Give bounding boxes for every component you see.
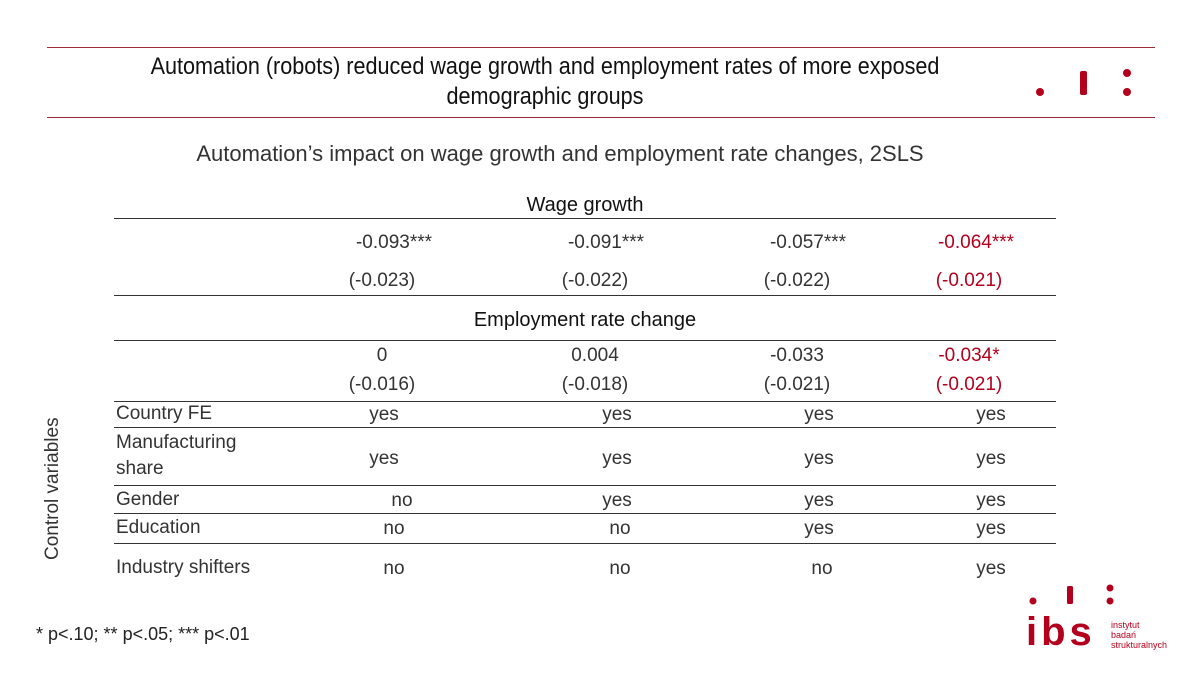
gender-val-4: yes xyxy=(976,490,1006,511)
emp-coef-3: -0.033 xyxy=(770,345,824,366)
industry-val-3: no xyxy=(811,558,833,579)
wage-se-4: (-0.021) xyxy=(935,270,1003,291)
rule-gender xyxy=(114,513,1056,514)
row-label-manufacturing-share: Manufacturing share xyxy=(116,430,236,482)
emp-coef-4: -0.034* xyxy=(938,345,1000,366)
country-fe-val-4: yes xyxy=(976,404,1006,425)
wage-coef-2: -0.091*** xyxy=(567,232,645,253)
education-val-2: no xyxy=(609,518,631,539)
employment-heading: Employment rate change xyxy=(473,309,697,331)
ibs-mark-icon xyxy=(1036,69,1131,96)
education-val-1: no xyxy=(383,518,405,539)
table-subtitle: Automation’s impact on wage growth and e… xyxy=(196,141,924,166)
rule-wage-bottom xyxy=(114,295,1056,296)
wage-se-2: (-0.022) xyxy=(561,270,629,291)
country-fe-val-2: yes xyxy=(602,404,632,425)
wage-coef-4: -0.064*** xyxy=(937,232,1015,253)
control-variables-label: Control variables xyxy=(42,417,63,560)
row-label-manufacturing-line1: Manufacturing xyxy=(116,432,237,453)
emp-se-4: (-0.021) xyxy=(935,374,1003,395)
rule-employment-bottom xyxy=(114,401,1056,402)
country-fe-val-1: yes xyxy=(369,404,399,425)
emp-se-3: (-0.021) xyxy=(763,374,831,395)
gender-val-3: yes xyxy=(804,490,834,511)
manufacturing-val-1: yes xyxy=(369,448,399,469)
manufacturing-val-2: yes xyxy=(602,448,632,469)
ibs-logo-text: instytut badań strukturalnych xyxy=(1111,620,1167,650)
ibs-logo-text-line2: badań xyxy=(1111,630,1137,640)
row-label-country-fe: Country FE xyxy=(116,403,213,424)
wage-se-1: (-0.023) xyxy=(348,270,416,291)
wage-se-3: (-0.022) xyxy=(763,270,831,291)
row-label-gender: Gender xyxy=(116,489,180,510)
slide-title: Automation (robots) reduced wage growth … xyxy=(109,52,982,112)
emp-coef-2: 0.004 xyxy=(571,345,619,366)
header-bottom-rule xyxy=(47,117,1155,118)
manufacturing-val-4: yes xyxy=(976,448,1006,469)
significance-footnote: * p<.10; ** p<.05; *** p<.01 xyxy=(36,624,250,644)
rule-education xyxy=(114,543,1056,544)
gender-val-2: yes xyxy=(602,490,632,511)
gender-val-1: no xyxy=(391,490,413,511)
industry-val-4: yes xyxy=(976,558,1006,579)
rule-country-fe xyxy=(114,427,1056,428)
header-top-rule xyxy=(47,47,1155,48)
emp-se-2: (-0.018) xyxy=(561,374,629,395)
ibs-logo-letters: ibs xyxy=(1026,610,1096,654)
emp-se-1: (-0.016) xyxy=(348,374,416,395)
education-val-3: yes xyxy=(804,518,834,539)
rule-manufacturing xyxy=(114,485,1056,486)
emp-coef-1: 0 xyxy=(376,345,388,366)
row-label-industry-shifters: Industry shifters xyxy=(116,557,251,578)
slide-title-line2: demographic groups xyxy=(446,83,644,110)
ibs-logo-icon xyxy=(1029,584,1114,605)
rule-employment-top xyxy=(114,340,1056,341)
industry-val-1: no xyxy=(383,558,405,579)
education-val-4: yes xyxy=(976,518,1006,539)
slide-title-line1: Automation (robots) reduced wage growth … xyxy=(150,53,940,80)
row-label-education: Education xyxy=(116,517,201,538)
wage-growth-heading: Wage growth xyxy=(526,194,644,216)
manufacturing-val-3: yes xyxy=(804,448,834,469)
row-label-manufacturing-line2: share xyxy=(116,458,164,479)
ibs-logo-text-line3: strukturalnych xyxy=(1111,640,1168,650)
industry-val-2: no xyxy=(609,558,631,579)
country-fe-val-3: yes xyxy=(804,404,834,425)
wage-coef-3: -0.057*** xyxy=(769,232,847,253)
wage-coef-1: -0.093*** xyxy=(355,232,433,253)
ibs-logo-text-line1: instytut xyxy=(1111,620,1140,630)
rule-wage-top xyxy=(114,218,1056,219)
